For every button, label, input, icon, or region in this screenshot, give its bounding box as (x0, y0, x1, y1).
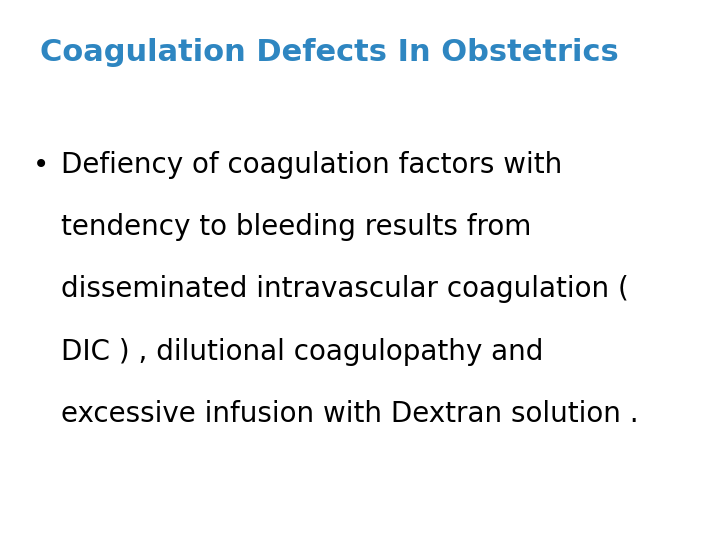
Text: Defiency of coagulation factors with: Defiency of coagulation factors with (61, 151, 562, 179)
Text: •: • (32, 151, 49, 179)
Text: disseminated intravascular coagulation (: disseminated intravascular coagulation ( (61, 275, 629, 303)
Text: Coagulation Defects In Obstetrics: Coagulation Defects In Obstetrics (40, 38, 618, 67)
Text: DIC ) , dilutional coagulopathy and: DIC ) , dilutional coagulopathy and (61, 338, 544, 366)
Text: excessive infusion with Dextran solution .: excessive infusion with Dextran solution… (61, 400, 639, 428)
Text: tendency to bleeding results from: tendency to bleeding results from (61, 213, 531, 241)
